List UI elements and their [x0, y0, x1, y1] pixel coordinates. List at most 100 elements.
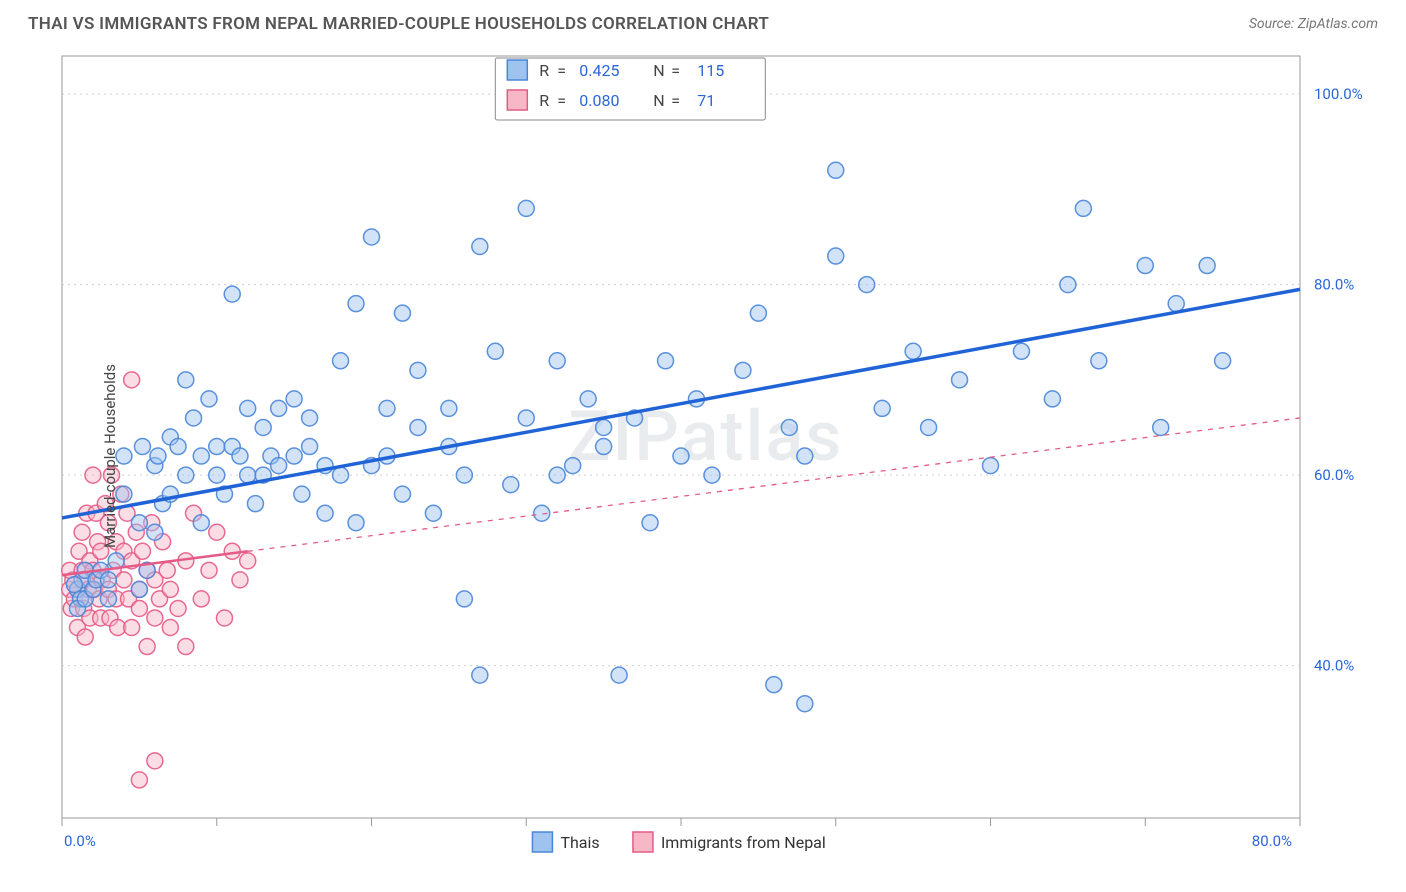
data-point [193, 591, 209, 607]
data-point [1075, 200, 1091, 216]
svg-text:=: = [557, 61, 566, 80]
data-point [224, 286, 240, 302]
data-point [828, 162, 844, 178]
data-point [247, 496, 263, 512]
chart-title: THAI VS IMMIGRANTS FROM NEPAL MARRIED-CO… [28, 14, 769, 34]
data-point [131, 600, 147, 616]
data-point [518, 410, 534, 426]
data-point [286, 448, 302, 464]
data-point [1013, 343, 1029, 359]
data-point [159, 562, 175, 578]
data-point [1091, 353, 1107, 369]
legend-r-label: R [539, 91, 549, 110]
data-point [797, 448, 813, 464]
x-tick-label: 0.0% [64, 832, 96, 850]
legend-n-value: 115 [697, 61, 724, 80]
data-point [294, 486, 310, 502]
data-point [147, 524, 163, 540]
data-point [317, 505, 333, 521]
data-point [1168, 296, 1184, 312]
data-point [1215, 353, 1231, 369]
watermark: ZIPatlas [568, 396, 843, 478]
data-point [201, 391, 217, 407]
data-point [364, 229, 380, 245]
data-point [658, 353, 674, 369]
data-point [781, 419, 797, 435]
data-point [348, 515, 364, 531]
data-point [596, 419, 612, 435]
data-point [240, 400, 256, 416]
data-point [150, 448, 166, 464]
data-point [124, 372, 140, 388]
data-point [134, 439, 150, 455]
chart-container: Married-couple Households 40.0%60.0%80.0… [28, 48, 1378, 864]
data-point [379, 400, 395, 416]
data-point [139, 639, 155, 655]
legend-box [495, 58, 765, 120]
data-point [797, 696, 813, 712]
svg-text:=: = [557, 91, 566, 110]
data-point [410, 362, 426, 378]
data-point [240, 553, 256, 569]
data-point [394, 486, 410, 502]
data-point [66, 577, 82, 593]
scatter-chart: 40.0%60.0%80.0%100.0%0.0%80.0%ZIPatlasR=… [28, 48, 1378, 864]
data-point [85, 467, 101, 483]
data-point [456, 591, 472, 607]
data-point [131, 772, 147, 788]
data-point [673, 448, 689, 464]
data-point [766, 677, 782, 693]
data-point [147, 753, 163, 769]
legend-swatch [507, 90, 527, 110]
data-point [178, 639, 194, 655]
data-point [255, 419, 271, 435]
data-point [216, 610, 232, 626]
legend-swatch [633, 832, 653, 852]
svg-text:=: = [671, 61, 680, 80]
legend-n-label: N [653, 91, 664, 110]
data-point [232, 448, 248, 464]
data-point [735, 362, 751, 378]
data-point [100, 572, 116, 588]
data-point [77, 629, 93, 645]
data-point [828, 248, 844, 264]
data-point [1137, 258, 1153, 274]
data-point [1060, 277, 1076, 293]
data-point [534, 505, 550, 521]
data-point [611, 667, 627, 683]
x-tick-label: 80.0% [1252, 832, 1292, 850]
data-point [1044, 391, 1060, 407]
legend-n-value: 71 [697, 91, 715, 110]
data-point [905, 343, 921, 359]
data-point [565, 458, 581, 474]
data-point [580, 391, 596, 407]
legend-r-value: 0.080 [579, 91, 619, 110]
data-point [134, 543, 150, 559]
legend-label: Immigrants from Nepal [661, 833, 826, 852]
data-point [170, 439, 186, 455]
y-tick-label: 100.0% [1314, 85, 1363, 103]
data-point [750, 305, 766, 321]
legend-swatch [532, 832, 552, 852]
data-point [209, 524, 225, 540]
data-point [410, 419, 426, 435]
data-point [178, 467, 194, 483]
data-point [549, 467, 565, 483]
y-tick-label: 80.0% [1314, 276, 1354, 294]
data-point [286, 391, 302, 407]
data-point [209, 439, 225, 455]
data-point [162, 581, 178, 597]
legend-r-label: R [539, 61, 549, 80]
data-point [147, 610, 163, 626]
data-point [209, 467, 225, 483]
data-point [596, 439, 612, 455]
data-point [116, 572, 132, 588]
y-tick-label: 60.0% [1314, 466, 1354, 484]
data-point [100, 591, 116, 607]
data-point [348, 296, 364, 312]
data-point [859, 277, 875, 293]
legend-label: Thais [560, 833, 599, 852]
data-point [472, 667, 488, 683]
data-point [232, 572, 248, 588]
data-point [1153, 419, 1169, 435]
